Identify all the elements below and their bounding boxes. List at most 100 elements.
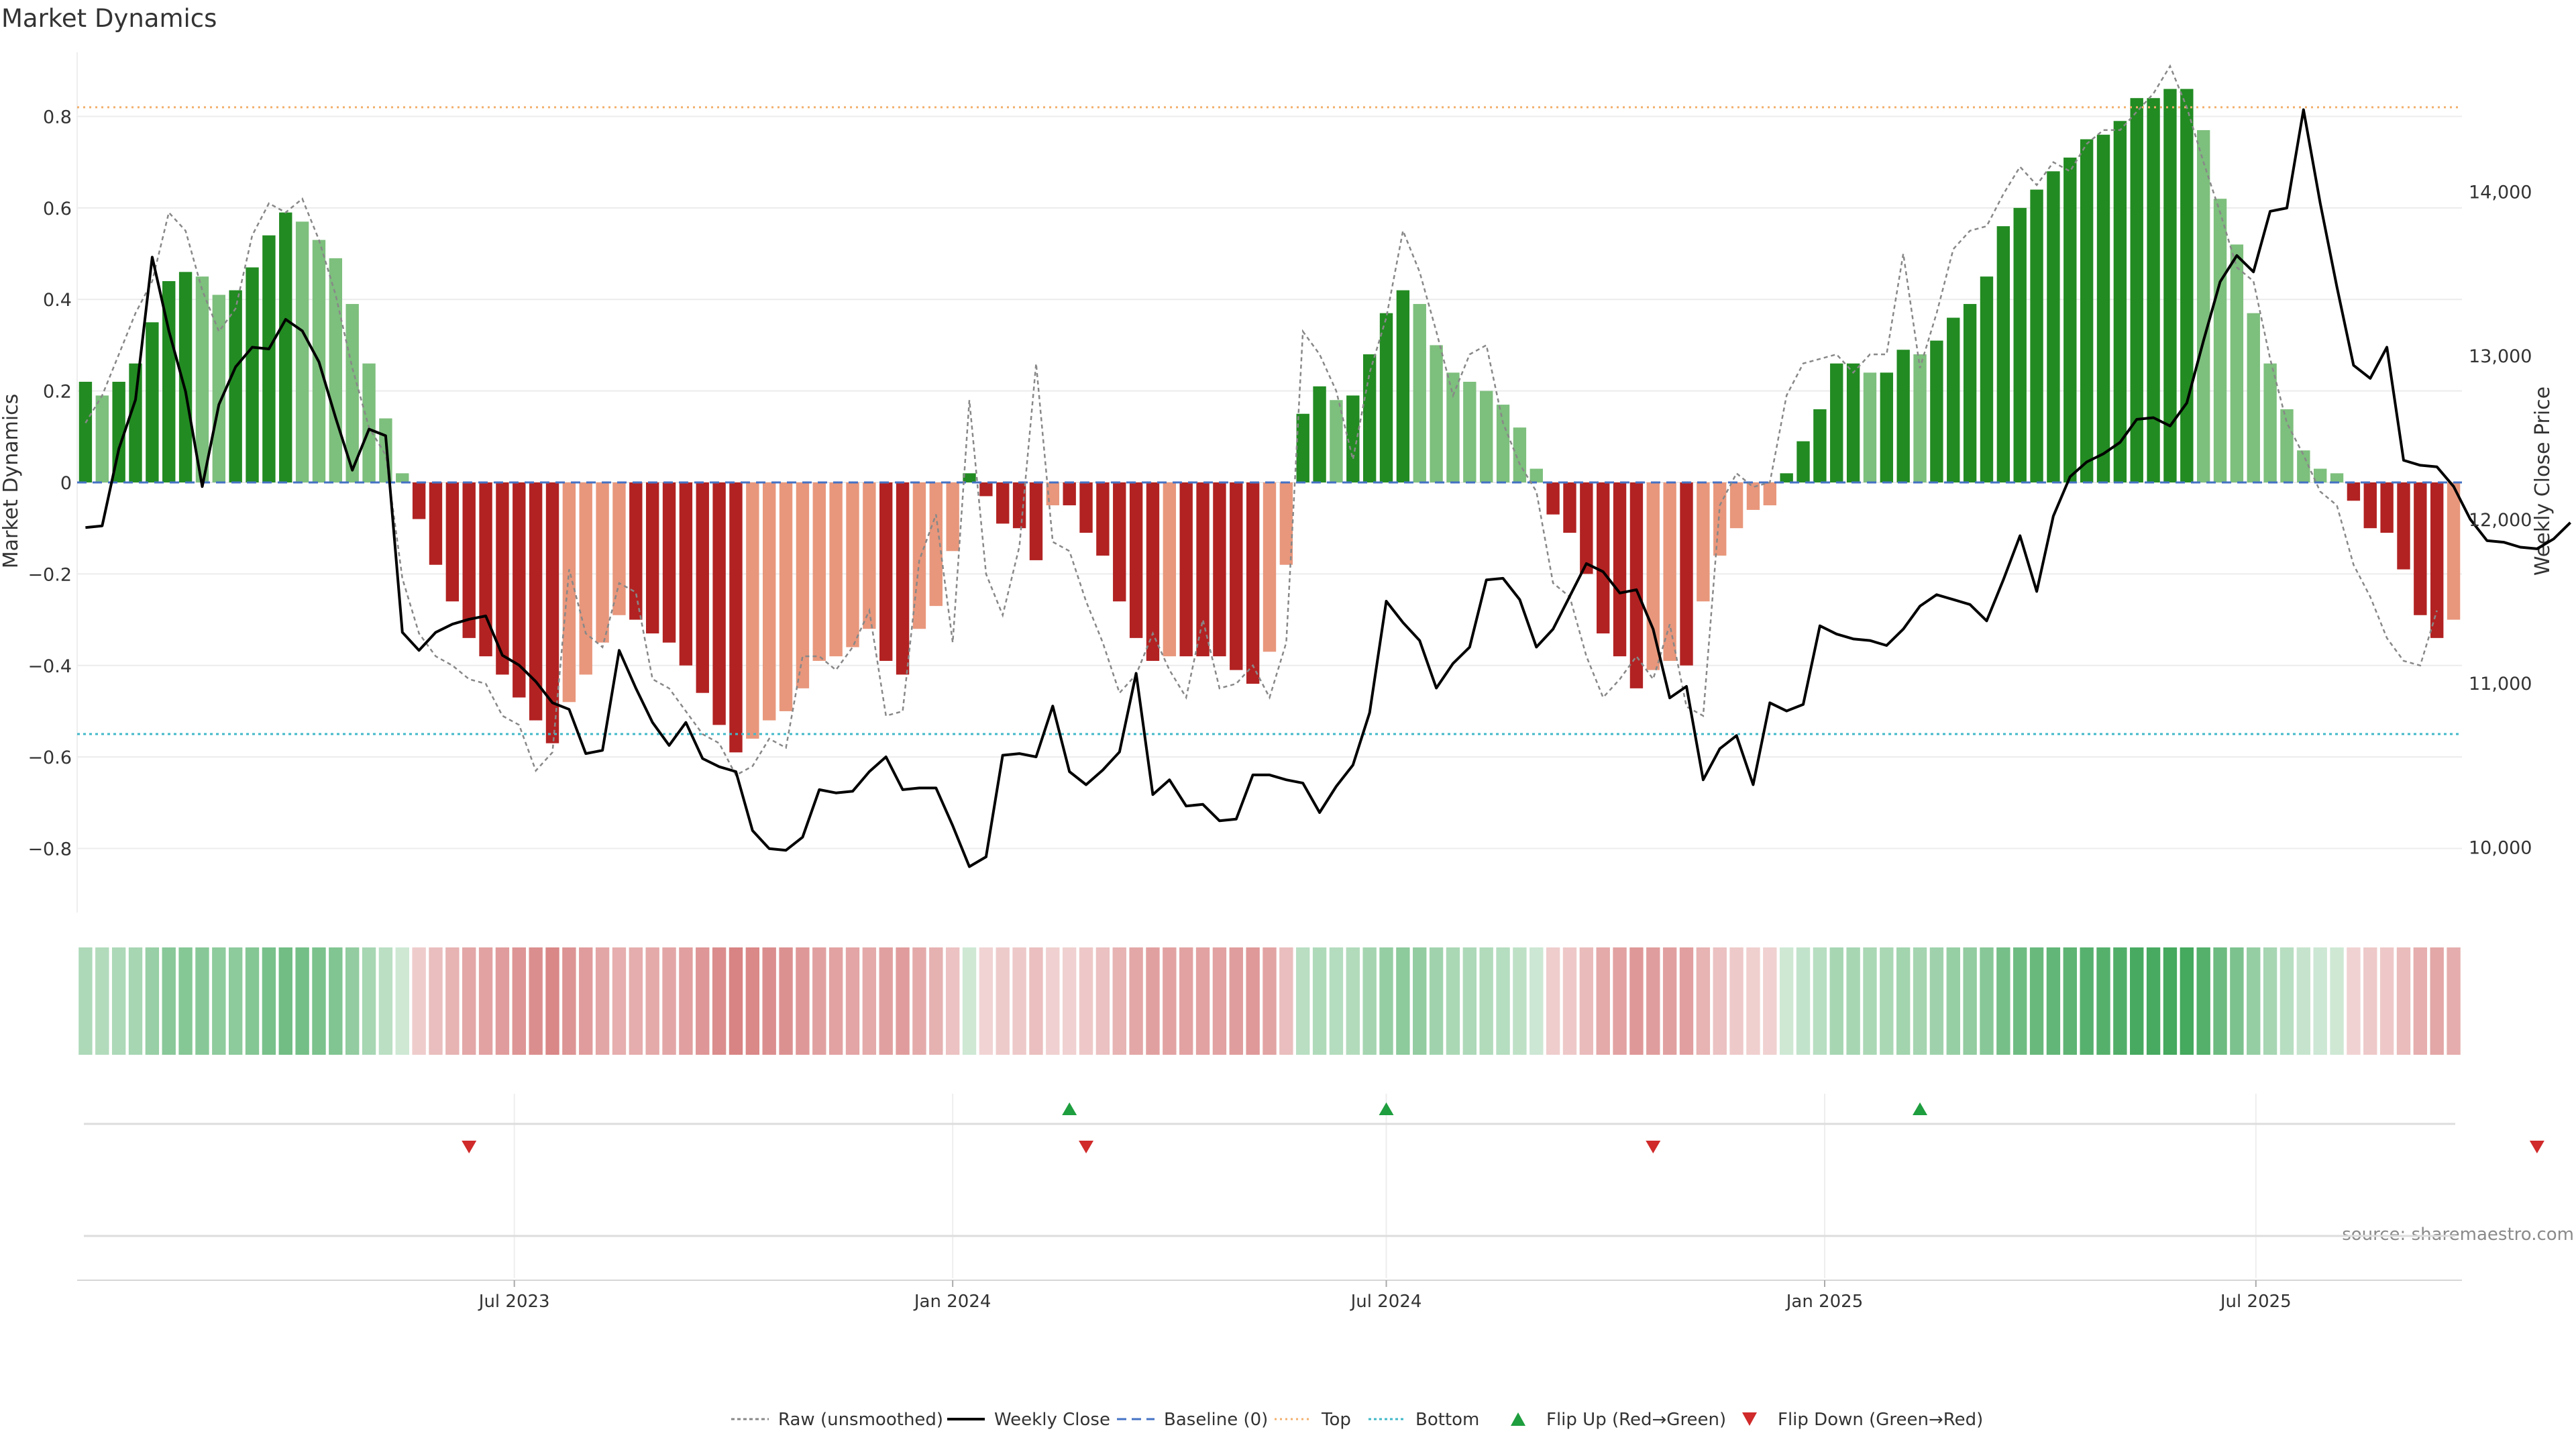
heat-cell xyxy=(2430,947,2444,1055)
dynamics-bar xyxy=(1746,482,1760,510)
legend-label: Flip Up (Red→Green) xyxy=(1546,1410,1726,1430)
dynamics-bar xyxy=(1563,482,1576,533)
dynamics-bar xyxy=(429,482,443,565)
dynamics-bar xyxy=(479,482,492,657)
heat-cell xyxy=(1163,947,1177,1055)
dynamics-bar xyxy=(829,482,843,657)
heat-cell xyxy=(2013,947,2027,1055)
dynamics-bar xyxy=(1129,482,1143,638)
heat-cell xyxy=(979,947,994,1055)
dynamics-bar xyxy=(2113,121,2127,482)
dynamics-bar xyxy=(146,322,159,482)
dynamics-bar xyxy=(1913,354,1927,482)
x-tick-label: Jul 2023 xyxy=(478,1292,550,1312)
heat-cell xyxy=(1796,947,1811,1055)
heat-cell xyxy=(1095,947,1110,1055)
dynamics-bar xyxy=(1546,482,1560,515)
heat-cell xyxy=(1846,947,1860,1055)
heat-cell xyxy=(1713,947,1727,1055)
dynamics-bar xyxy=(279,212,292,482)
heat-cell xyxy=(2396,947,2411,1055)
heat-cell xyxy=(1346,947,1360,1055)
heat-cell xyxy=(929,947,943,1055)
heat-cell xyxy=(1179,947,1193,1055)
source-note: source: sharemaestro.com xyxy=(2342,1225,2574,1245)
heat-cell xyxy=(278,947,292,1055)
heat-cell xyxy=(1746,947,1760,1055)
dynamics-bar xyxy=(1246,482,1260,684)
dynamics-bar xyxy=(262,235,276,482)
dynamics-bar xyxy=(1146,482,1160,661)
heat-cell xyxy=(1946,947,1960,1055)
heat-cell xyxy=(1079,947,1093,1055)
heat-cell xyxy=(812,947,826,1055)
legend-item: Bottom xyxy=(1368,1410,1479,1430)
heat-cell xyxy=(996,947,1010,1055)
dynamics-bar xyxy=(2297,450,2310,482)
heat-cell xyxy=(1629,947,1644,1055)
heat-cell xyxy=(529,947,543,1055)
flip-down-marker xyxy=(2529,1141,2544,1153)
heat-cell xyxy=(1046,947,1060,1055)
heat-cell xyxy=(445,947,460,1055)
dynamics-bar xyxy=(2213,199,2227,482)
heat-cell xyxy=(212,947,226,1055)
dynamics-bar xyxy=(1446,372,1460,482)
heat-cell xyxy=(662,947,676,1055)
dynamics-bar xyxy=(1830,363,1843,482)
dynamics-bar xyxy=(612,482,626,615)
dynamics-bar xyxy=(1113,482,1126,602)
heat-cell xyxy=(495,947,510,1055)
right-tick-label: 10,000 xyxy=(2469,837,2532,858)
heat-cell xyxy=(779,947,793,1055)
dynamics-bar xyxy=(1213,482,1226,657)
dynamics-bar xyxy=(445,482,460,602)
dynamics-bar xyxy=(2130,98,2143,483)
dynamics-bar xyxy=(1330,400,1343,482)
x-tick-label: Jan 2025 xyxy=(1785,1292,1864,1312)
dynamics-bar xyxy=(2363,482,2377,529)
dynamics-bar xyxy=(212,295,226,482)
heat-cell xyxy=(612,947,627,1055)
dynamics-bar xyxy=(729,482,743,753)
legend-label: Bottom xyxy=(1415,1410,1479,1430)
x-tick-label: Jul 2024 xyxy=(1350,1292,1422,1312)
dynamics-bar xyxy=(1079,482,1093,533)
left-tick-label: −0.2 xyxy=(28,564,72,585)
dynamics-bar xyxy=(1646,482,1660,670)
raw-series-line xyxy=(85,64,2438,777)
heat-cell xyxy=(729,947,743,1055)
heat-cell xyxy=(1729,947,1743,1055)
dynamics-bar xyxy=(2247,313,2260,482)
heat-cell xyxy=(128,947,143,1055)
heat-cell xyxy=(562,947,576,1055)
heat-cell xyxy=(1263,947,1277,1055)
heat-cell xyxy=(412,947,426,1055)
heat-cell xyxy=(429,947,443,1055)
heat-cell xyxy=(1062,947,1077,1055)
heat-cell xyxy=(162,947,176,1055)
heat-cell xyxy=(228,947,243,1055)
dynamics-bar xyxy=(1496,405,1510,482)
dynamics-bar xyxy=(1663,482,1676,661)
heat-cell xyxy=(2163,947,2178,1055)
heat-cell xyxy=(1562,947,1577,1055)
heat-cell xyxy=(2413,947,2428,1055)
heat-cell xyxy=(595,947,610,1055)
left-axis-label: Market Dynamics xyxy=(0,394,23,569)
dynamics-bar xyxy=(1012,482,1026,529)
heat-cell xyxy=(696,947,710,1055)
heat-cell xyxy=(1462,947,1477,1055)
dynamics-bar xyxy=(2230,244,2244,482)
dynamics-bar xyxy=(1362,354,1377,482)
dynamics-bar xyxy=(979,482,993,497)
heat-cell xyxy=(896,947,910,1055)
dynamics-bar xyxy=(1947,317,1960,482)
dynamics-bar xyxy=(846,482,859,647)
left-tick-label: 0.6 xyxy=(43,199,72,219)
dynamics-bar xyxy=(1846,363,1860,482)
dynamics-bar xyxy=(1063,482,1076,506)
heat-cell xyxy=(828,947,843,1055)
